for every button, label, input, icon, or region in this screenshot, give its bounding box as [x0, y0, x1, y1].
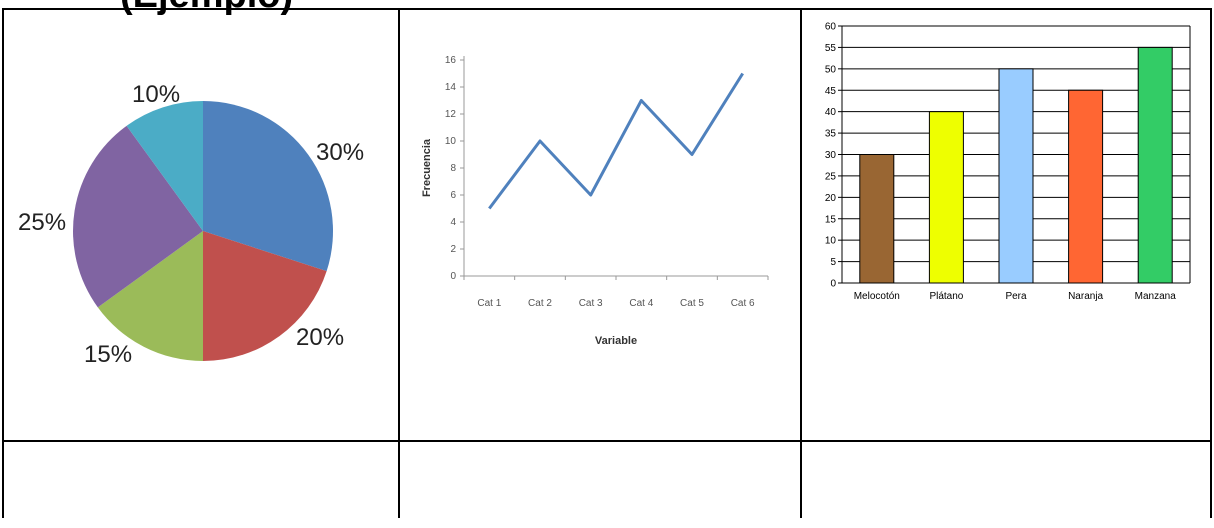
x-tick-label: Manzana	[1135, 291, 1177, 302]
table-row-divider	[2, 440, 1212, 442]
y-tick-label: 5	[830, 257, 836, 268]
bar	[928, 111, 964, 284]
x-tick-label: Cat 4	[629, 298, 653, 309]
pie-slice	[126, 101, 203, 231]
y-tick-label: 60	[825, 22, 837, 33]
table-border-top	[2, 8, 1212, 10]
pie-slice-label: 10%	[132, 81, 180, 108]
bar-chart: 0 5 10 15 20 25 30 35 40 45 50 55 60 Melocotón Plátano…	[825, 22, 1191, 302]
x-tick-label: Plátano	[929, 291, 963, 302]
table-col-divider	[398, 8, 400, 518]
table-border-left	[2, 8, 4, 518]
pie-slice	[97, 231, 203, 361]
y-tick-label: 30	[825, 150, 837, 161]
pie-slice-label: 20%	[296, 324, 344, 351]
x-axis-title: Variable	[595, 335, 637, 347]
y-tick-label: 10	[445, 136, 457, 147]
x-tick-label: Naranja	[1068, 291, 1103, 302]
x-tick-label: Cat 6	[731, 298, 755, 309]
pie-chart: 30% 20% 15% 25% 10%	[18, 81, 364, 368]
y-tick-label: 40	[825, 107, 837, 118]
bar	[1068, 89, 1104, 284]
bar	[998, 68, 1034, 284]
y-tick-label: 15	[825, 214, 837, 225]
line-chart: 0 2 4 6 8 10 12 14 16 Cat 1 Cat 2 Cat 3 Cat 4 Cat 5 Ca…	[421, 55, 769, 347]
y-tick-label: 50	[825, 64, 837, 75]
table-col-divider	[800, 8, 802, 518]
pie-slice	[73, 125, 204, 308]
x-tick-label: Cat 5	[680, 298, 704, 309]
y-tick-label: 25	[825, 171, 837, 182]
table-border-right	[1210, 8, 1212, 518]
y-tick-label: 20	[825, 193, 837, 204]
x-tick-label: Cat 1	[477, 298, 501, 309]
pie-slice	[203, 101, 334, 272]
y-tick-label: 16	[445, 55, 457, 66]
y-tick-label: 0	[830, 279, 836, 290]
line-series	[488, 72, 744, 210]
y-tick-label: 6	[450, 190, 456, 201]
y-tick-label: 10	[825, 236, 837, 247]
pie-slice-label: 30%	[316, 139, 364, 166]
chart-table: 30% 20% 15% 25% 10% 0 2 4 6 8 10 12 14 16 Cat 1 Cat 2 C…	[2, 8, 1212, 528]
pie-slice-label: 15%	[84, 341, 132, 368]
bar	[1137, 46, 1173, 284]
y-tick-label: 35	[825, 129, 837, 140]
x-tick-label: Melocotón	[854, 291, 900, 302]
y-tick-label: 12	[445, 109, 457, 120]
pie-slice	[203, 231, 327, 361]
y-tick-label: 4	[450, 217, 456, 228]
y-tick-label: 14	[445, 82, 457, 93]
y-tick-label: 55	[825, 43, 837, 54]
bar	[859, 154, 895, 284]
y-tick-label: 8	[450, 163, 456, 174]
pie-slice-label: 25%	[18, 209, 66, 236]
y-tick-label: 2	[450, 244, 456, 255]
y-tick-label: 0	[450, 271, 456, 282]
y-axis-title: Frecuencia	[421, 138, 433, 197]
x-tick-label: Pera	[1005, 291, 1027, 302]
x-tick-label: Cat 2	[528, 298, 552, 309]
y-tick-label: 45	[825, 86, 837, 97]
x-tick-label: Cat 3	[579, 298, 603, 309]
